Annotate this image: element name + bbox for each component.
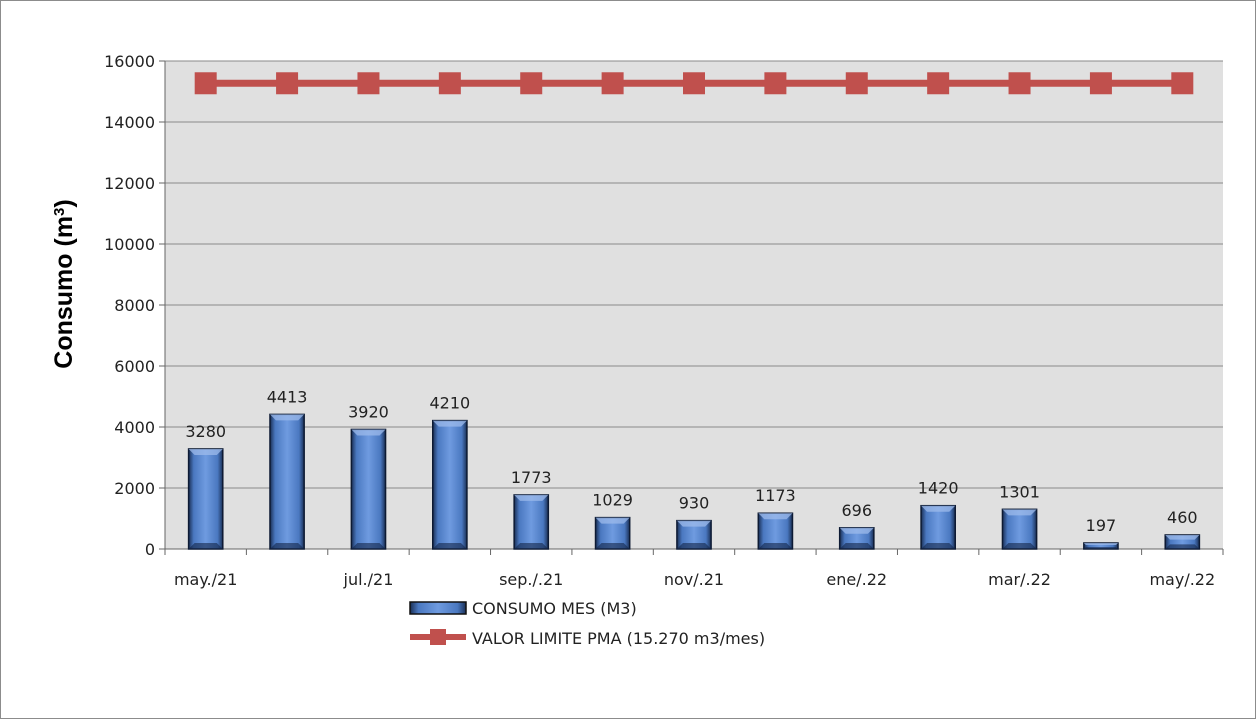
x-tick-label: sep./.21 <box>499 570 563 589</box>
limit-point <box>438 72 461 95</box>
data-label: 1420 <box>918 479 959 498</box>
bar <box>1001 508 1038 550</box>
data-label: 930 <box>679 494 710 513</box>
legend-label-bars: CONSUMO MES (M3) <box>472 599 637 618</box>
y-tick-label: 0 <box>145 540 155 559</box>
bar <box>838 527 875 550</box>
limit-point <box>1171 72 1194 95</box>
limit-point <box>357 72 380 95</box>
data-label: 1173 <box>755 486 796 505</box>
legend-swatch-marker <box>430 629 446 645</box>
limit-point <box>1089 72 1112 95</box>
y-axis-label: Consumo (m3) <box>50 199 78 368</box>
bar <box>757 512 794 550</box>
bar <box>513 494 550 550</box>
data-label: 197 <box>1086 516 1117 535</box>
data-label: 4413 <box>267 387 308 406</box>
x-tick-label: mar/.22 <box>988 570 1051 589</box>
x-tick-label: nov/.21 <box>664 570 724 589</box>
data-label: 4210 <box>429 394 470 413</box>
limit-point <box>194 72 217 95</box>
bar <box>920 504 956 550</box>
y-tick-label: 16000 <box>104 52 155 71</box>
legend-item-bars: CONSUMO MES (M3) <box>409 599 637 618</box>
y-tick-label: 6000 <box>114 357 155 376</box>
legend-label-line: VALOR LIMITE PMA (15.270 m3/mes) <box>472 629 765 648</box>
limit-point <box>1008 72 1031 95</box>
limit-point <box>764 72 787 95</box>
x-tick-label: may/.22 <box>1149 570 1215 589</box>
y-tick-label: 4000 <box>114 418 155 437</box>
y-tick-label: 10000 <box>104 235 155 254</box>
bar <box>350 428 387 550</box>
data-label: 1301 <box>999 482 1040 501</box>
data-label: 3920 <box>348 402 389 421</box>
bar <box>432 419 468 550</box>
y-tick-label: 14000 <box>104 113 155 132</box>
limit-point <box>683 72 705 95</box>
legend-item-line: VALOR LIMITE PMA (15.270 m3/mes) <box>410 629 765 648</box>
legend: CONSUMO MES (M3) VALOR LIMITE PMA (15.27… <box>409 599 765 648</box>
bar <box>676 519 712 550</box>
y-tick-label: 2000 <box>114 479 155 498</box>
y-tick-label: 8000 <box>114 296 155 315</box>
x-tick-label: ene/.22 <box>826 570 887 589</box>
limit-point <box>845 72 868 95</box>
data-label: 1773 <box>511 468 552 487</box>
data-label: 696 <box>841 501 872 520</box>
x-tick-label: may./21 <box>174 570 237 589</box>
legend-swatch-bars <box>409 601 467 615</box>
limit-point <box>520 72 543 95</box>
limit-point <box>927 72 950 95</box>
bar <box>269 413 305 550</box>
data-label: 3280 <box>185 422 226 441</box>
x-tick-label: jul./21 <box>343 570 394 589</box>
bar <box>1083 542 1119 550</box>
y-tick-label: 12000 <box>104 174 155 193</box>
data-label: 460 <box>1167 508 1198 527</box>
data-label: 1029 <box>592 491 633 510</box>
limit-point <box>276 72 299 95</box>
bar <box>187 448 224 550</box>
bar <box>594 516 631 550</box>
limit-point <box>601 72 624 95</box>
bar <box>1164 534 1201 550</box>
